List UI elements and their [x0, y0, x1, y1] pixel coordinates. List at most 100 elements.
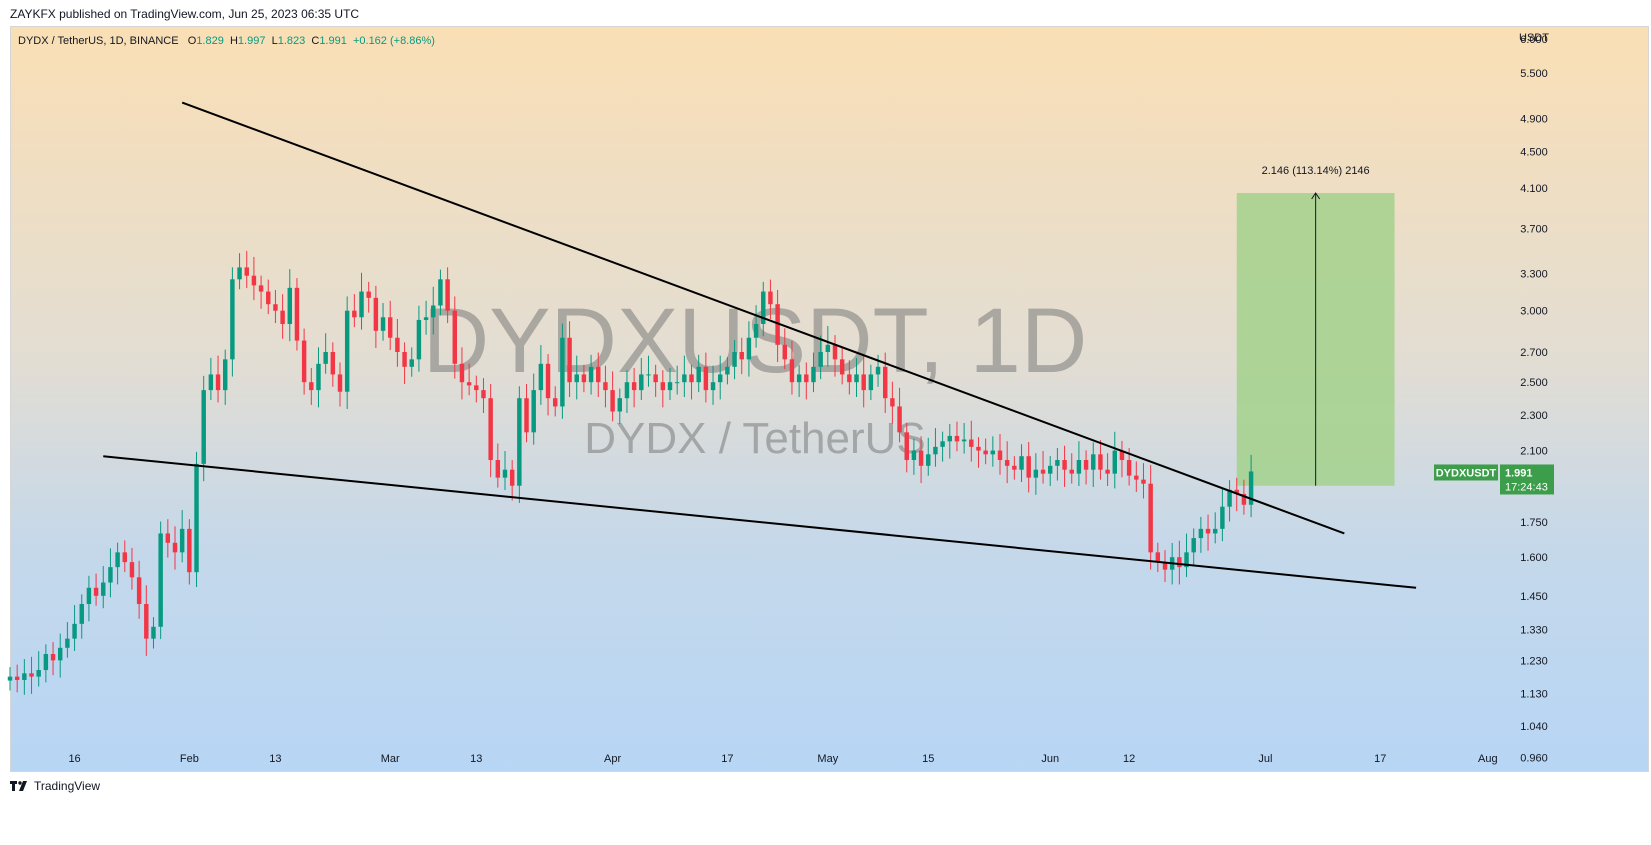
candle [897, 387, 902, 443]
candle-body [86, 587, 92, 605]
candle-body [294, 287, 300, 341]
candle-body [739, 352, 744, 360]
candle-body [29, 673, 34, 677]
candle-body [287, 287, 293, 324]
price-tick-label: 1.450 [1520, 591, 1548, 603]
time-tick-label: Feb [180, 753, 199, 765]
candle-body [93, 587, 99, 596]
candle [323, 333, 328, 374]
candle-body [1191, 538, 1196, 553]
candle [165, 519, 171, 558]
legend-low: 1.823 [277, 35, 306, 47]
candle-body [22, 673, 27, 680]
candle-body [574, 374, 579, 383]
footer-brand[interactable]: TradingView [34, 779, 101, 793]
candle-body [144, 604, 149, 639]
candle-body [359, 291, 364, 318]
candle [1119, 440, 1125, 478]
candle-body [301, 340, 307, 383]
candle-body [50, 654, 56, 661]
time-tick-label: 13 [470, 753, 482, 765]
candle-body [337, 374, 343, 392]
candle-body [1205, 528, 1211, 534]
candle [890, 381, 895, 424]
candle [1083, 450, 1089, 485]
candle-body [639, 374, 644, 391]
candle [215, 355, 221, 403]
candle [301, 328, 307, 395]
candle-body [717, 374, 723, 383]
candle-body [1012, 465, 1017, 470]
candle-body [72, 623, 77, 639]
candle [631, 367, 637, 408]
candle-body [481, 390, 486, 399]
candle [387, 300, 393, 351]
candle [560, 323, 565, 419]
candle-body [1062, 460, 1067, 470]
candle [1026, 441, 1031, 493]
price-tag-value: 1.991 [1505, 467, 1533, 479]
candle [57, 633, 63, 678]
candle [115, 542, 120, 585]
legend-open: 1.829 [196, 35, 224, 47]
candle [244, 250, 249, 289]
candle-body [667, 382, 673, 391]
candle-body [395, 337, 400, 353]
candle-body [7, 676, 13, 681]
candle-body [509, 469, 515, 486]
candle-body [502, 469, 508, 478]
candle [1162, 550, 1168, 583]
candle [330, 342, 336, 387]
price-axis: 0.960 1.040 1.130 1.230 1.330 1.450 1.600 1.750… [1519, 32, 1549, 765]
candle-body [567, 337, 572, 383]
candle-body [431, 305, 436, 318]
candle [1248, 454, 1254, 518]
upper-trendline [181, 101, 1345, 535]
price-tick-label: 1.330 [1520, 625, 1548, 637]
candle-body [158, 533, 163, 627]
candle-body [129, 562, 135, 578]
candle-body [911, 450, 917, 461]
time-tick-label: Aug [1478, 753, 1498, 765]
candle-body [811, 366, 816, 383]
candle-body [1177, 557, 1182, 568]
candle-body [631, 382, 637, 391]
candle [818, 335, 823, 380]
footer: TradingView [10, 772, 100, 800]
candle-body [101, 582, 106, 596]
candle [689, 364, 694, 400]
candle [804, 362, 809, 400]
candle [811, 352, 816, 393]
candle [1184, 533, 1189, 578]
price-tag-value-bg [1500, 464, 1554, 495]
candle [717, 355, 723, 400]
candle-body [918, 450, 924, 466]
candle-body [603, 382, 608, 391]
candle-body [545, 363, 551, 399]
candle [50, 642, 56, 676]
legend-symbol: DYDX / TetherUS, 1D, BINANCE [18, 35, 179, 47]
candle-body [552, 398, 558, 407]
candle [1062, 445, 1067, 487]
candle-body [43, 654, 49, 671]
legend-low-label: L [271, 35, 278, 47]
candle-body [1098, 454, 1103, 470]
candle [746, 321, 752, 377]
candle [1033, 453, 1039, 495]
candle [847, 360, 852, 395]
candle-body [882, 366, 888, 399]
time-tick-label: Mar [381, 753, 400, 765]
candle-body [682, 374, 687, 383]
candle-body [1119, 450, 1125, 461]
candle [524, 383, 529, 443]
candle-body [926, 454, 931, 466]
candle [344, 296, 350, 409]
watermark-title: DYDXUSDT, 1D [423, 290, 1088, 392]
candle [1076, 441, 1082, 486]
price-tick-label: 4.500 [1520, 147, 1548, 159]
price-tick-label: 5.500 [1520, 68, 1548, 80]
candle [588, 354, 594, 395]
candle-body [689, 374, 694, 383]
candle [517, 386, 522, 503]
